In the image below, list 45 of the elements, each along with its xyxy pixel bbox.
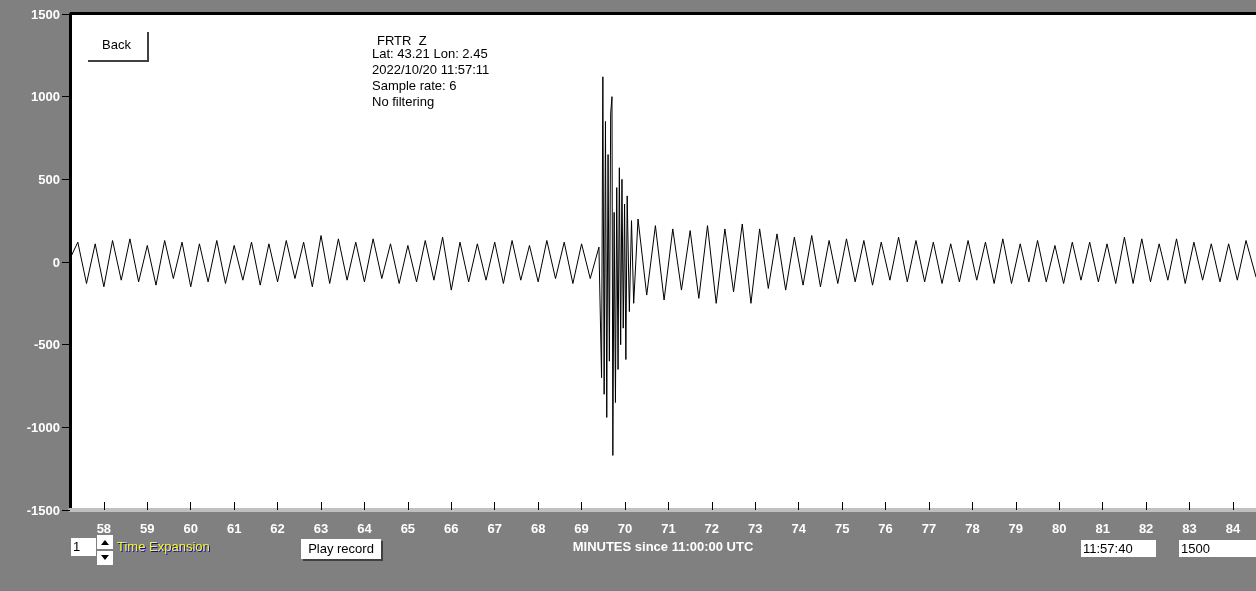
play-record-button: Play record [301,539,381,559]
text: FRTR Z [377,33,427,48]
x-tick-label: 72 [704,521,720,536]
x-tick-label: 59 [140,521,155,536]
y-tick-label: 0 [52,254,60,270]
text: 1500 [1179,540,1256,557]
annotation: 2022/10/20 11:57:11 [372,62,490,77]
annotation: Lat: 43.21 Lon: 2.45 [372,46,488,61]
x-tick-label: 75 [834,521,850,536]
x-tick-label: 78 [965,521,980,536]
x-tick-label: 83 [1182,521,1197,536]
x-tick-label: 69 [574,521,589,536]
x-axis-title: MINUTES since 11:00:00 UTC [572,538,754,554]
y-tick-label: -1500 [26,502,60,518]
x-tick-label: 73 [748,521,763,536]
text: 1 [71,538,96,556]
x-tick-label: 67 [487,521,502,536]
annotation: No filtering [372,94,435,109]
x-tick-label: 74 [791,521,807,536]
x-tick-label: 79 [1008,521,1024,536]
annotation: Sample rate: 6 [372,78,457,93]
x-tick-label: 81 [1095,521,1110,536]
x-tick-label: 76 [878,521,893,536]
x-tick-label: 65 [400,521,416,536]
x-tick-label: 68 [530,521,546,536]
y-tick-label: 1500 [31,6,60,22]
x-tick-label: 70 [617,521,633,536]
x-tick-label: 62 [270,521,285,536]
x-tick-label: 58 [96,521,112,536]
x-tick-label: 71 [661,521,676,536]
x-tick-label: 61 [226,521,242,536]
x-tick-label: 63 [313,521,329,536]
x-tick-label: 84 [1225,521,1241,536]
text: 11:57:40 [1081,540,1156,557]
text: Time Expansion [117,539,210,554]
y-tick-label: 500 [38,171,60,187]
x-tick-label: 82 [1138,521,1154,536]
x-tick-label: 80 [1052,521,1067,536]
x-tick-label: 60 [183,521,198,536]
y-tick-label: 1000 [31,89,60,105]
x-tick-label: 77 [921,521,937,536]
y-tick-label: -500 [33,337,60,353]
y-tick-label: -1000 [26,419,60,435]
x-tick-label: 66 [444,521,459,536]
x-tick-label: 64 [357,521,373,536]
